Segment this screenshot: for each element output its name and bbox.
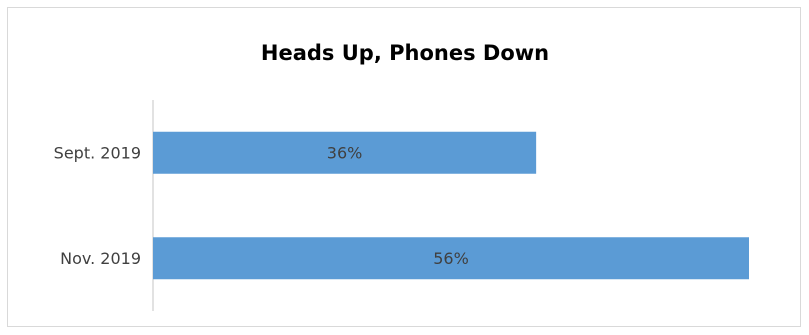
category-label-2: Nov. 2019 bbox=[60, 249, 141, 268]
chart-title: Heads Up, Phones Down bbox=[260, 41, 550, 65]
category-label-1: Sept. 2019 bbox=[54, 143, 141, 162]
data-label-1: 36% bbox=[327, 143, 363, 162]
data-label-2: 56% bbox=[433, 249, 469, 268]
chart-frame: Heads Up, Phones Down 36% Sept. 2019 56% No… bbox=[7, 7, 801, 327]
bar-1 bbox=[153, 131, 537, 174]
bar-chart-plot: 36% Sept. 2019 56% Nov. 2019 bbox=[54, 100, 749, 311]
bar-2 bbox=[153, 237, 749, 280]
